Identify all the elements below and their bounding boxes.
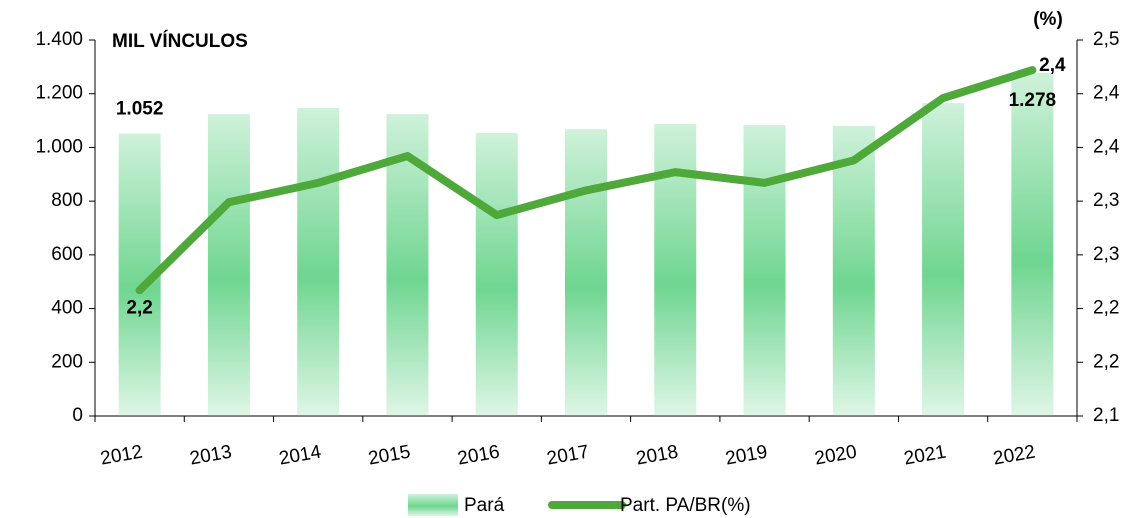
y2-tick-label: 2,2 (1093, 298, 1119, 319)
bar (207, 114, 250, 416)
x-tick-label: 2014 (277, 441, 323, 469)
x-tick-label: 2018 (635, 442, 680, 470)
x-tick-label: 2020 (813, 442, 858, 470)
bar (297, 107, 340, 416)
bar (922, 103, 965, 416)
y-axis-label: MIL VÍNCULOS (112, 30, 248, 52)
x-tick-label: 2022 (992, 442, 1037, 470)
x-tick-label: 2013 (188, 442, 233, 470)
y-tick-label: 800 (51, 190, 83, 211)
x-tick-label: 2016 (456, 442, 501, 470)
legend-swatch (408, 494, 458, 516)
y-tick-label: 1.400 (35, 29, 83, 50)
y-tick-label: 400 (51, 298, 83, 319)
bar (565, 129, 607, 416)
data-label: 1.278 (1009, 90, 1057, 111)
data-label: 2,2 (126, 297, 152, 318)
y2-tick-label: 2,5 (1093, 29, 1119, 50)
y-tick-label: 1.200 (35, 83, 83, 104)
bar (743, 125, 786, 416)
x-tick-label: 2012 (99, 442, 144, 470)
y2-tick-label: 2,4 (1093, 136, 1120, 157)
legend-label: Pará (464, 495, 505, 516)
legend-label: Part. PA/BR(%) (620, 495, 751, 516)
bar (654, 124, 697, 416)
y-tick-label: 1.000 (35, 136, 83, 157)
x-tick-label: 2017 (545, 442, 590, 470)
y2-tick-label: 2,1 (1093, 405, 1119, 426)
x-tick-label: 2019 (724, 442, 769, 470)
bar (832, 125, 875, 416)
y-tick-label: 0 (72, 405, 83, 426)
y2-tick-label: 2,2 (1093, 351, 1119, 372)
line (135, 66, 1037, 295)
y2-tick-label: 2,3 (1093, 244, 1119, 265)
data-label: 1.052 (116, 98, 164, 119)
y-tick-label: 600 (51, 244, 83, 265)
bar (1011, 72, 1054, 416)
bar (475, 132, 518, 416)
y2-tick-label: 2,3 (1093, 190, 1119, 211)
y2-tick-label: 2,4 (1093, 83, 1120, 104)
data-label: 2,4 (1039, 55, 1066, 76)
x-tick-label: 2015 (367, 442, 412, 470)
y-tick-label: 200 (51, 351, 83, 372)
x-tick-label: 2021 (902, 442, 947, 470)
y2-axis-label: (%) (1033, 9, 1063, 30)
